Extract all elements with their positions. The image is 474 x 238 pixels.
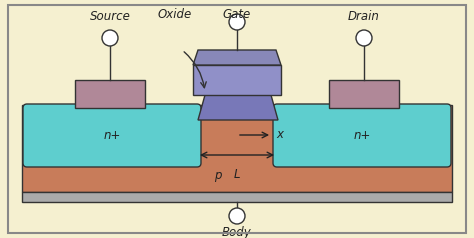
Circle shape [102,30,118,46]
Text: n+: n+ [103,129,121,142]
Text: p: p [214,169,222,182]
Bar [193,65,281,95]
Text: Body: Body [222,226,252,238]
Text: Source: Source [90,10,130,23]
Circle shape [356,30,372,46]
Text: Gate: Gate [223,8,251,21]
Bar [22,105,452,192]
Polygon shape [198,95,278,120]
Circle shape [229,14,245,30]
FancyBboxPatch shape [273,104,451,167]
Text: Drain: Drain [348,10,380,23]
Bar [75,80,145,108]
Text: Oxide: Oxide [158,8,192,21]
Bar [329,80,399,108]
Circle shape [229,208,245,224]
Text: x: x [276,129,283,142]
Polygon shape [193,50,281,65]
Text: n+: n+ [353,129,371,142]
FancyBboxPatch shape [23,104,201,167]
Bar [22,192,452,202]
Text: L: L [234,168,240,181]
